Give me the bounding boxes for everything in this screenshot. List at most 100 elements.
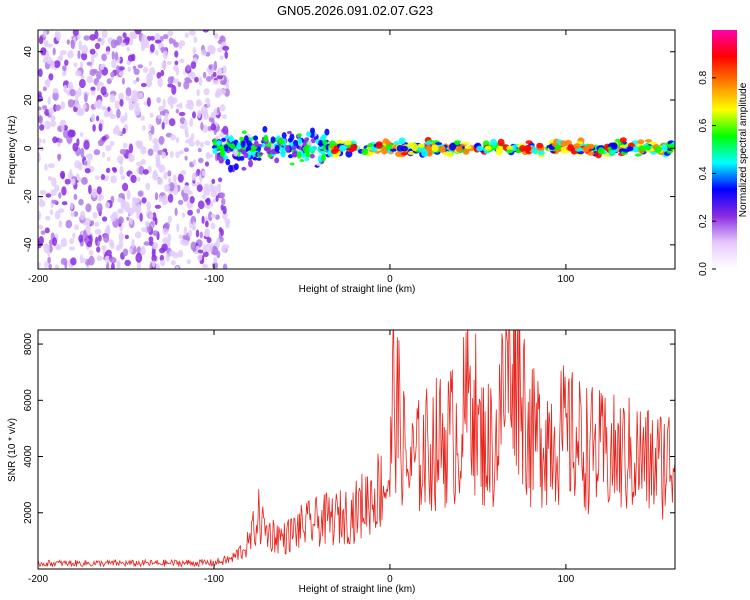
- heatmap-cell: [101, 135, 107, 142]
- heatmap-cell: [81, 52, 88, 61]
- x-tick-label: 0: [387, 274, 393, 285]
- heatmap-cell: [60, 50, 67, 55]
- heatmap-cell: [306, 131, 312, 138]
- heatmap-cell: [77, 177, 82, 182]
- heatmap-cell: [169, 250, 176, 257]
- heatmap-cell: [170, 134, 177, 141]
- heatmap-cell: [154, 39, 162, 44]
- heatmap-cell: [308, 146, 314, 152]
- heatmap-cell: [106, 262, 110, 269]
- heatmap-cell: [82, 103, 87, 110]
- heatmap-cell: [181, 212, 186, 218]
- heatmap-cell: [196, 89, 200, 97]
- heatmap-cell: [248, 159, 253, 168]
- heatmap-cell: [212, 71, 217, 78]
- heatmap-cell: [38, 138, 42, 144]
- heatmap-cell: [74, 70, 82, 77]
- heatmap-cell: [70, 39, 75, 49]
- heatmap-cell: [51, 177, 57, 187]
- heatmap-cell: [111, 262, 115, 269]
- y-tick-label: -20: [23, 189, 34, 204]
- heatmap-cell: [132, 196, 137, 203]
- heatmap-cell: [92, 211, 98, 219]
- heatmap-cell: [88, 255, 95, 266]
- heatmap-cell: [74, 98, 79, 108]
- heatmap-cell: [152, 172, 159, 181]
- heatmap-cell: [217, 185, 221, 193]
- heatmap-cell: [210, 213, 217, 219]
- heatmap-cell: [101, 245, 107, 250]
- heatmap-cell: [146, 72, 154, 83]
- heatmap-cell: [155, 263, 160, 269]
- heatmap-cell: [122, 127, 126, 135]
- heatmap-cell: [117, 197, 124, 203]
- heatmap-cell: [161, 243, 168, 252]
- heatmap-cell: [72, 30, 79, 37]
- heatmap-cell: [188, 229, 193, 238]
- heatmap-cell: [53, 60, 61, 68]
- heatmap-cell: [96, 84, 100, 92]
- heatmap-cell: [204, 243, 212, 254]
- heatmap-cell: [148, 60, 152, 67]
- heatmap-cell: [122, 32, 127, 39]
- heatmap-cell: [121, 202, 127, 208]
- colorbar-tick-label: 0.0: [698, 262, 709, 276]
- heatmap-cell: [167, 30, 174, 37]
- snr-xlabel: Height of straight line (km): [299, 584, 416, 595]
- heatmap-cell: [279, 147, 285, 152]
- heatmap-cell: [193, 36, 198, 43]
- heatmap-cell: [96, 255, 103, 262]
- heatmap-cell: [38, 115, 43, 124]
- heatmap-cell: [638, 145, 646, 152]
- heatmap-cell: [46, 56, 52, 65]
- heatmap-cell: [250, 144, 256, 153]
- heatmap-cell: [131, 238, 135, 249]
- heatmap-cell: [401, 152, 408, 156]
- heatmap-cell: [112, 167, 117, 173]
- heatmap-cell: [186, 99, 193, 105]
- heatmap-cell: [187, 209, 194, 216]
- heatmap-cell: [85, 225, 91, 234]
- heatmap-cell: [216, 250, 221, 259]
- heatmap-cell: [205, 197, 211, 206]
- heatmap-cell: [38, 224, 43, 230]
- heatmap-cell: [309, 153, 315, 159]
- heatmap-cell: [91, 188, 98, 198]
- heatmap-cell: [206, 153, 214, 158]
- heatmap-cell: [150, 125, 155, 135]
- heatmap-cell: [90, 55, 95, 66]
- heatmap-cell: [81, 44, 89, 54]
- heatmap-cell: [79, 132, 84, 138]
- heatmap-cell: [133, 102, 140, 108]
- heatmap-cell: [213, 257, 218, 264]
- heatmap-cell: [118, 92, 125, 102]
- heatmap-cell: [46, 43, 53, 48]
- heatmap-cell: [125, 87, 132, 97]
- heatmap-cell: [70, 211, 75, 217]
- heatmap-cell: [291, 151, 297, 158]
- heatmap-cell: [109, 140, 115, 147]
- heatmap-cell: [208, 211, 213, 222]
- heatmap-cell: [38, 146, 45, 151]
- heatmap-cell: [54, 264, 60, 269]
- heatmap-cell: [184, 132, 190, 138]
- heatmap-cell: [164, 184, 171, 192]
- heatmap-cell: [58, 208, 65, 213]
- heatmap-cell: [296, 133, 302, 138]
- heatmap-cell: [398, 137, 406, 145]
- heatmap-cell: [384, 140, 392, 145]
- heatmap-cell: [310, 138, 316, 144]
- heatmap-cell: [106, 224, 111, 235]
- heatmap-cell: [128, 143, 134, 154]
- heatmap-cell: [587, 151, 595, 156]
- heatmap-cell: [149, 43, 155, 53]
- heatmap-cell: [69, 238, 74, 245]
- heatmap-cell: [50, 115, 56, 121]
- spectrogram-xlabel: Height of straight line (km): [299, 284, 416, 295]
- heatmap-cell: [99, 64, 105, 71]
- heatmap-cell: [111, 59, 117, 68]
- heatmap-cell: [96, 186, 102, 195]
- heatmap-cell: [177, 199, 184, 205]
- heatmap-cell: [136, 261, 141, 269]
- heatmap-cell: [637, 139, 645, 145]
